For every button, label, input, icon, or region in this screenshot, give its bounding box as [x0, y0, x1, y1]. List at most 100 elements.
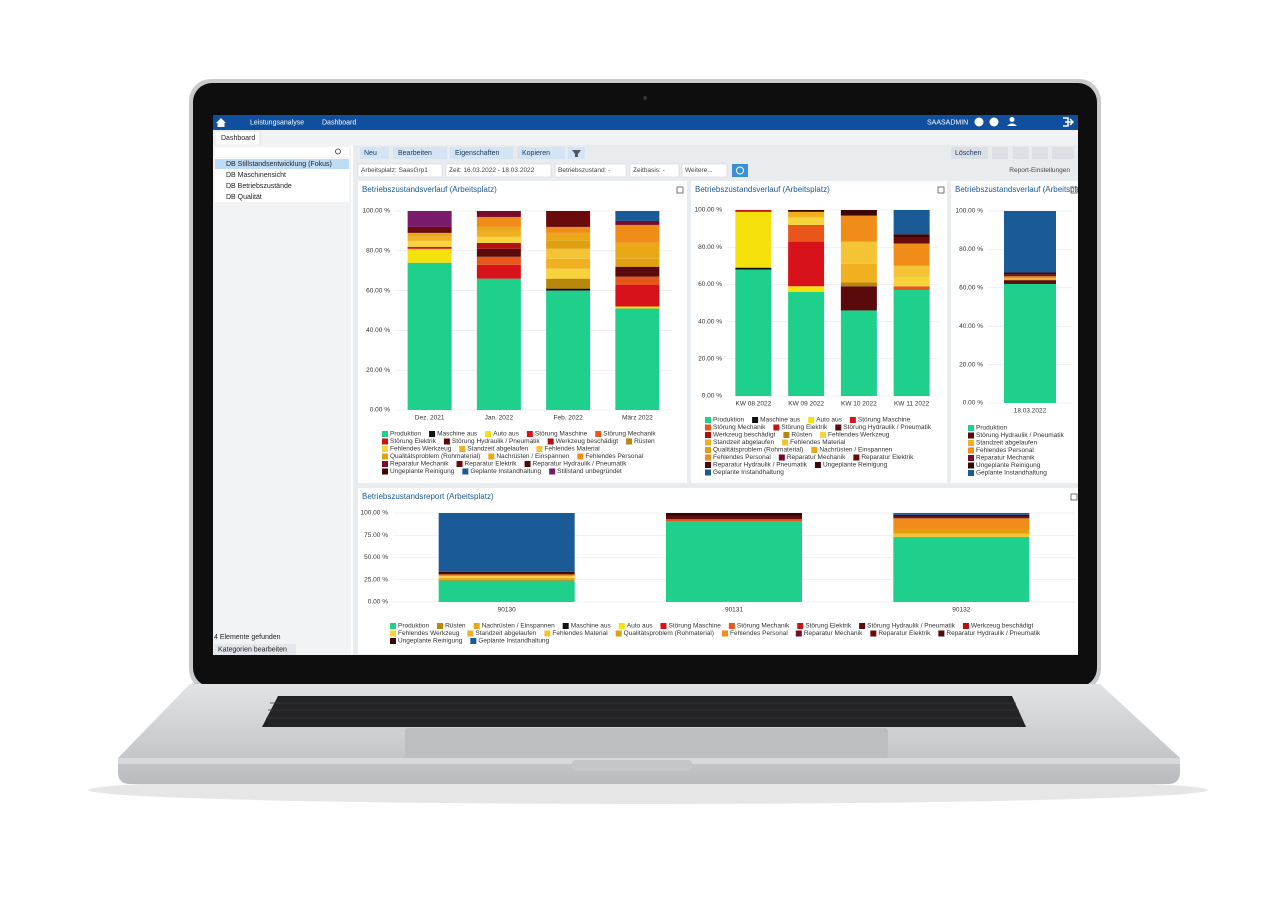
legend-swatch [382, 438, 388, 445]
button-label[interactable]: Bearbeiten [398, 150, 432, 157]
icon-button[interactable] [992, 147, 1008, 159]
legend-swatch [752, 417, 759, 423]
bar-segment [893, 237, 930, 244]
sidebar-item[interactable]: DB Qualität [226, 194, 262, 201]
bar-segment [438, 513, 575, 572]
legend-swatch [526, 431, 533, 437]
select[interactable] [357, 163, 443, 178]
select-label[interactable]: Weitere... [685, 167, 713, 174]
select-label[interactable]: Zeitbasis: - [633, 167, 665, 174]
bar-segment [666, 516, 802, 520]
trackpad [405, 728, 888, 758]
select[interactable] [445, 163, 552, 178]
x-tick-label: KW 08 2022 [735, 401, 771, 408]
bar-segment [476, 256, 521, 265]
legend-label: Reparatur Mechanik [390, 461, 449, 468]
bar-segment [546, 278, 591, 289]
search-icon[interactable] [335, 148, 341, 155]
bar-segment [893, 276, 930, 287]
legend-swatch [705, 417, 711, 423]
search-box[interactable] [215, 147, 349, 157]
select[interactable] [554, 163, 627, 178]
legend-label: Fehlendes Personal [585, 453, 643, 460]
legend-swatch [968, 425, 974, 431]
y-tick-label: 40.00 % [959, 323, 983, 330]
select-label[interactable]: Arbeitsplatz: SaasGrp1 [361, 167, 428, 174]
legend-label: Ungeplante Reinigung [398, 638, 463, 645]
sidebar-item[interactable]: DB Stillstandsentwicklung (Fokus) [226, 161, 332, 168]
legend-swatch [705, 447, 711, 453]
tab-label[interactable]: Dashboard [221, 135, 255, 142]
button[interactable] [360, 147, 389, 159]
nav-menu[interactable]: Leistungsanalyse [250, 119, 304, 126]
home-icon[interactable] [216, 118, 226, 127]
y-tick-label: 20.00 % [366, 367, 390, 374]
help-icon[interactable] [989, 117, 999, 127]
legend-swatch [849, 417, 856, 423]
logout-icon[interactable] [1063, 117, 1075, 127]
nav-bar [213, 115, 1078, 130]
icon-button[interactable] [1052, 147, 1074, 159]
bar-segment [893, 533, 1030, 538]
bar-segment [1004, 278, 1056, 281]
x-tick-label: 18.03.2022 [1014, 408, 1047, 415]
refresh-button[interactable] [732, 164, 748, 177]
x-tick-label: Dez. 2021 [415, 415, 445, 422]
sidebar-button[interactable] [214, 644, 296, 655]
legend-swatch [778, 454, 785, 461]
button[interactable] [517, 147, 565, 159]
select[interactable] [629, 163, 680, 178]
legend-label: Maschine aus [437, 431, 478, 438]
bar-segment [615, 242, 660, 259]
legend-label: Produktion [390, 431, 421, 438]
tab-row [213, 130, 1078, 145]
user-icon[interactable] [1009, 117, 1015, 122]
button[interactable] [951, 147, 988, 159]
bar-segment [893, 516, 1030, 519]
legend-swatch [485, 431, 492, 437]
bar-segment [407, 226, 452, 233]
legend-swatch [705, 462, 711, 468]
settings-select[interactable]: Report-Einstellungen [1009, 167, 1070, 174]
select-label[interactable]: Betriebszustand: - [558, 167, 610, 174]
bar-segment [476, 248, 521, 257]
button-label[interactable]: Eigenschaften [455, 150, 499, 157]
legend-label: Nachrüsten / Einspannen [496, 453, 569, 460]
legend-swatch [835, 424, 842, 431]
bar-segment [615, 224, 660, 243]
button[interactable] [450, 147, 513, 159]
sidebar-item[interactable]: DB Betriebszustände [226, 183, 292, 190]
bar-segment [476, 242, 521, 249]
bar-segment [840, 210, 877, 216]
button[interactable] [393, 147, 447, 159]
bar-segment [407, 246, 452, 249]
nav-menu[interactable]: Dashboard [322, 119, 356, 126]
legend-swatch [968, 470, 974, 476]
legend-label: Ungeplante Reinigung [976, 462, 1041, 469]
y-tick-label: 75.00 % [364, 532, 388, 539]
legend-swatch [968, 447, 974, 454]
sidebar-button-label[interactable]: Kategorien bearbeiten [218, 646, 287, 653]
bar-segment [1004, 276, 1056, 279]
legend-label: Geplante Instandhaltung [470, 468, 541, 475]
select[interactable] [681, 163, 728, 178]
sidebar-item[interactable]: DB Maschinensicht [226, 172, 286, 179]
info-icon[interactable] [974, 117, 984, 127]
bar-segment [1004, 280, 1056, 284]
bar-segment [546, 211, 591, 227]
button-label[interactable]: Löschen [955, 150, 982, 157]
bar-segment [407, 248, 452, 263]
icon-button[interactable] [1032, 147, 1048, 159]
bar-segment [546, 248, 591, 259]
x-tick-label: 90130 [498, 607, 516, 614]
button-label[interactable]: Kopieren [522, 150, 550, 157]
icon-button[interactable] [1013, 147, 1029, 159]
bar-segment [476, 211, 521, 217]
legend-swatch [783, 432, 790, 438]
select-label[interactable]: Zeit: 16.03.2022 - 18.03.2022 [449, 167, 535, 174]
legend-label: Qualitätsproblem (Rohmaterial) [713, 447, 803, 454]
legend-label: Störung Hydraulik / Pneumatik [452, 438, 541, 445]
legend-label: Ungeplante Reinigung [823, 462, 888, 469]
legend-label: Standzeit abgelaufen [475, 630, 536, 637]
button-label[interactable]: Neu [364, 150, 377, 157]
